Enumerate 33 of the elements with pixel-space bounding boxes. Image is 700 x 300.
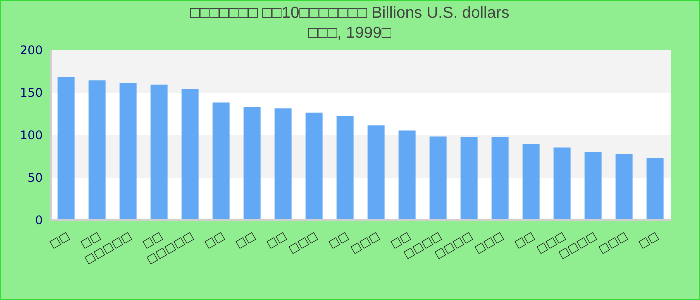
x-tick-label: □□	[326, 229, 351, 251]
bar	[88, 80, 106, 220]
bar	[212, 102, 230, 220]
x-tick-label: □□	[47, 229, 72, 251]
bar	[430, 136, 447, 220]
bar	[584, 152, 602, 220]
bar	[554, 148, 571, 220]
bar	[120, 83, 137, 220]
bar	[150, 84, 168, 220]
x-tick-label: □□	[264, 229, 289, 251]
bar	[306, 112, 323, 220]
bar	[368, 126, 385, 220]
x-tick-label: □□	[233, 229, 258, 251]
x-tick-label: □□	[202, 229, 227, 251]
bar	[336, 116, 354, 220]
y-tick-label: 100	[20, 128, 43, 142]
bar	[244, 106, 261, 220]
y-tick-label: 0	[35, 213, 43, 228]
chart-title: □□□□□□□ □□10□□□□□□□ Billions U.S. dollars □□□, 1999□	[189, 4, 511, 42]
bar	[460, 138, 478, 220]
bar	[182, 89, 199, 220]
bar	[274, 108, 292, 220]
x-tick-label: □□	[512, 229, 537, 251]
bar	[646, 158, 664, 220]
bar	[58, 77, 75, 220]
bar	[616, 154, 633, 220]
y-tick-label: 200	[20, 43, 43, 58]
y-tick-label: 50	[28, 170, 43, 185]
x-tick-label: □□	[636, 229, 661, 251]
bar	[398, 130, 416, 220]
y-tick-label: 150	[20, 86, 43, 100]
bar	[522, 144, 540, 220]
bar	[492, 138, 509, 220]
